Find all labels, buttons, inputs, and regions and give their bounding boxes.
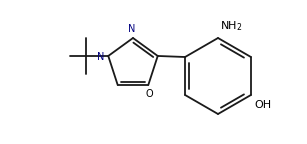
Text: N: N	[97, 52, 104, 62]
Text: N: N	[128, 24, 136, 34]
Text: NH$_2$: NH$_2$	[220, 19, 243, 33]
Text: O: O	[146, 89, 153, 99]
Text: OH: OH	[254, 100, 271, 110]
